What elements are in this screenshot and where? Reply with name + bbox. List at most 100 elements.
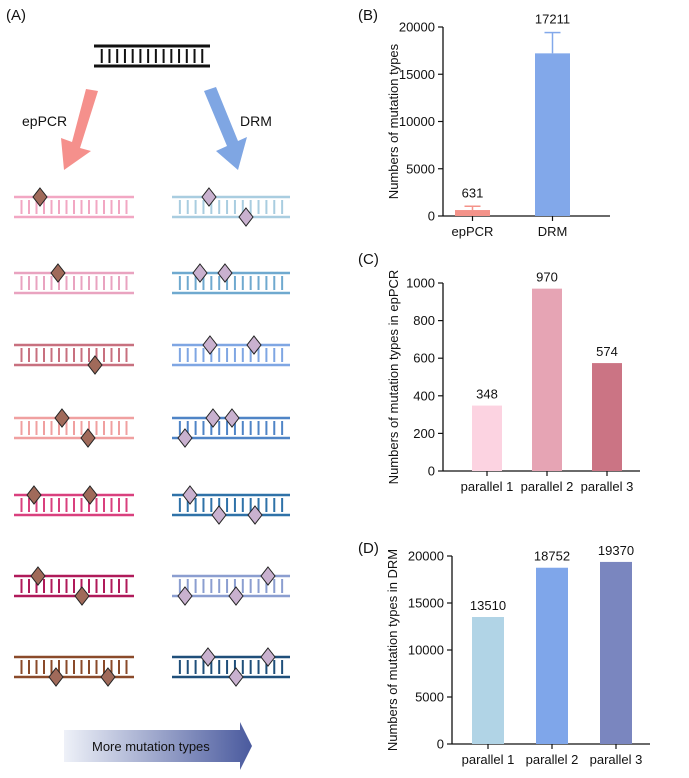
bar-parallel-1 xyxy=(472,617,504,744)
mutation-marker xyxy=(177,586,193,606)
y-tick-label: 0 xyxy=(428,464,435,479)
bar-parallel-3 xyxy=(592,363,622,471)
x-tick-label: epPCR xyxy=(452,224,494,239)
dna-variant-DRM xyxy=(172,485,290,525)
data-label: 18752 xyxy=(534,549,570,564)
mutation-marker xyxy=(182,485,198,505)
mutation-marker xyxy=(247,505,263,525)
x-tick-label: parallel 1 xyxy=(462,752,515,767)
schematic-panel-a: epPCR DRM More mutation types xyxy=(14,44,290,770)
mutation-marker xyxy=(205,408,221,428)
data-label: 631 xyxy=(462,185,484,200)
dna-variant-epPCR xyxy=(14,655,134,687)
data-label: 574 xyxy=(596,344,618,359)
dna-variant-DRM xyxy=(172,566,290,606)
dna-variant-epPCR xyxy=(14,485,134,517)
y-tick-label: 15000 xyxy=(408,596,444,611)
dna-variant-DRM xyxy=(172,263,290,295)
right-method-arrow xyxy=(204,87,247,170)
x-tick-label: parallel 3 xyxy=(581,479,634,494)
chart-c: 0 200 400 600 800 1000 Numbers of mutation typ… xyxy=(386,270,640,494)
mutation-marker xyxy=(54,408,70,428)
dna-variant-epPCR xyxy=(14,566,134,606)
y-tick-label: 800 xyxy=(413,313,435,328)
mutation-marker xyxy=(48,667,64,687)
dna-variant-DRM xyxy=(172,408,290,448)
mutation-marker xyxy=(82,485,98,505)
y-tick-label: 10000 xyxy=(408,643,444,658)
bar-epPCR xyxy=(455,210,490,216)
mutation-marker xyxy=(224,408,240,428)
mutation-marker xyxy=(192,263,208,283)
dna-variant-epPCR xyxy=(14,408,134,448)
data-label: 19370 xyxy=(598,543,634,558)
mutation-marker xyxy=(32,187,48,207)
mutation-marker xyxy=(80,428,96,448)
y-tick-label: 20000 xyxy=(408,549,444,564)
bar-parallel-2 xyxy=(536,567,568,744)
mutation-marker xyxy=(74,586,90,606)
mutation-marker xyxy=(87,355,103,375)
panel-label-c: (C) xyxy=(358,251,379,268)
mutation-marker xyxy=(260,647,276,667)
mutation-marker xyxy=(260,566,276,586)
dna-variant-epPCR xyxy=(14,343,134,375)
y-axis-title: Numbers of mutation types xyxy=(386,43,401,199)
y-tick-label: 5000 xyxy=(415,690,444,705)
chart-b: 0 5000 10000 15000 20000 Numbers of mutation … xyxy=(386,12,610,239)
x-tick-label: parallel 1 xyxy=(461,479,514,494)
mutation-marker xyxy=(30,566,46,586)
y-tick-label: 20000 xyxy=(399,20,435,35)
y-tick-label: 1000 xyxy=(406,276,435,291)
left-method-arrow xyxy=(61,89,98,170)
more-mutation-label: More mutation types xyxy=(92,739,210,754)
bar-parallel-2 xyxy=(532,288,562,471)
chart-d: 0 5000 10000 15000 20000 Numbers of mutation … xyxy=(385,543,650,767)
y-tick-label: 15000 xyxy=(399,67,435,82)
dna-variant-DRM xyxy=(172,647,290,687)
x-tick-label: parallel 2 xyxy=(521,479,574,494)
mutation-marker xyxy=(217,263,233,283)
more-mutation-arrow xyxy=(64,722,252,770)
data-label: 348 xyxy=(476,387,498,402)
y-tick-label: 10000 xyxy=(399,114,435,129)
y-tick-label: 0 xyxy=(428,209,435,224)
mutation-marker xyxy=(177,428,193,448)
y-axis-title: Numbers of mutation types in DRM xyxy=(385,549,400,751)
dna-variants xyxy=(14,187,290,687)
dna-variant-DRM xyxy=(172,187,290,227)
x-tick-label: parallel 3 xyxy=(590,752,643,767)
panel-label-a: (A) xyxy=(6,7,26,24)
y-tick-label: 0 xyxy=(437,737,444,752)
mutation-marker xyxy=(200,647,216,667)
panel-label-b: (B) xyxy=(358,7,378,24)
mutation-marker xyxy=(211,505,227,525)
mutation-marker xyxy=(228,667,244,687)
data-label: 970 xyxy=(536,270,558,285)
bar-parallel-1 xyxy=(472,405,502,471)
y-tick-label: 600 xyxy=(413,351,435,366)
mutation-marker xyxy=(26,485,42,505)
mutation-marker xyxy=(50,263,66,283)
y-tick-label: 400 xyxy=(413,388,435,403)
x-tick-label: parallel 2 xyxy=(526,752,579,767)
template-dna xyxy=(94,44,210,68)
y-tick-label: 200 xyxy=(413,426,435,441)
dna-variant-epPCR xyxy=(14,263,134,295)
mutation-marker xyxy=(100,667,116,687)
mutation-marker xyxy=(228,586,244,606)
x-tick-label: DRM xyxy=(538,224,568,239)
y-axis-title: Numbers of mutation types in epPCR xyxy=(386,270,401,485)
mutation-marker xyxy=(246,335,262,355)
mutation-marker xyxy=(238,207,254,227)
bar-parallel-3 xyxy=(600,561,632,744)
dna-variant-epPCR xyxy=(14,187,134,219)
data-label: 13510 xyxy=(470,598,506,613)
dna-variant-DRM xyxy=(172,335,290,367)
right-method-label: DRM xyxy=(240,113,272,129)
mutation-marker xyxy=(201,187,217,207)
y-tick-label: 5000 xyxy=(406,161,435,176)
bar-DRM xyxy=(535,53,570,216)
left-method-label: epPCR xyxy=(22,113,67,129)
